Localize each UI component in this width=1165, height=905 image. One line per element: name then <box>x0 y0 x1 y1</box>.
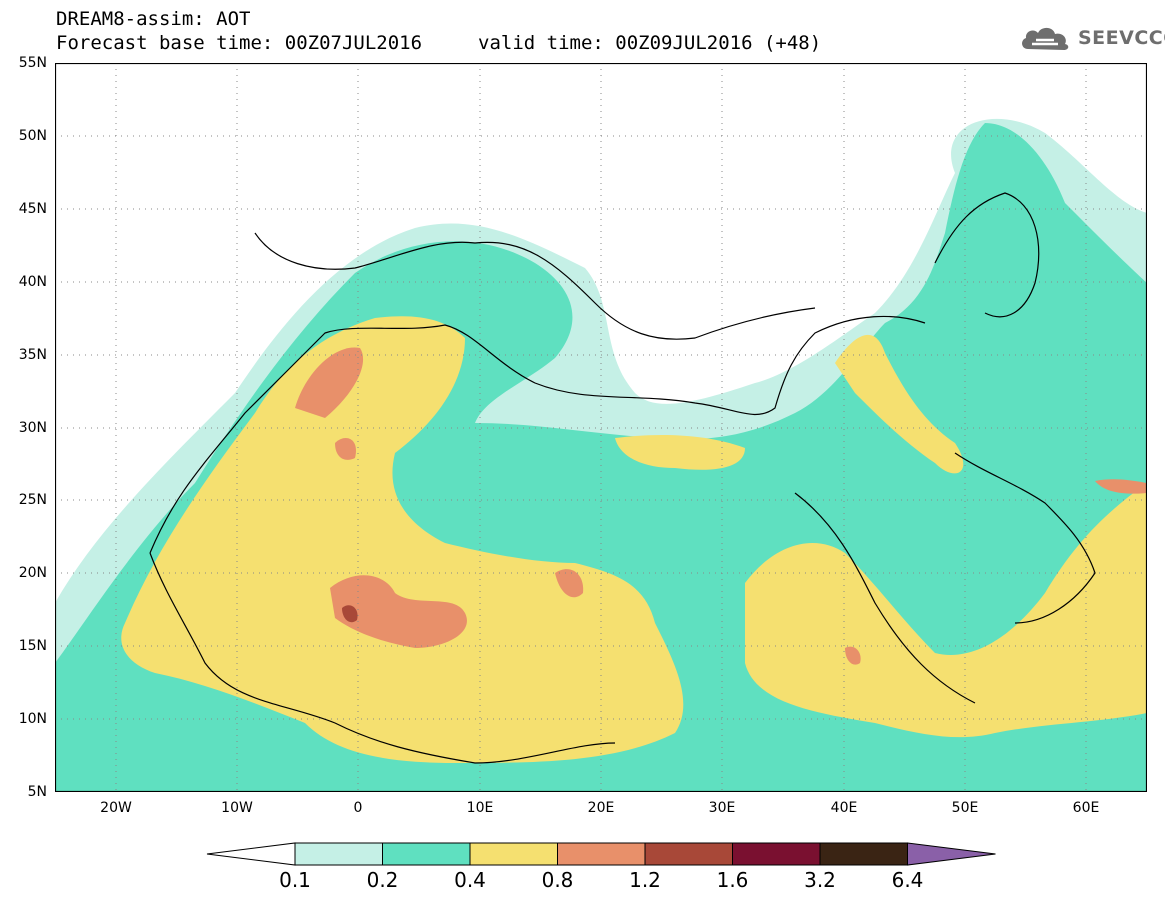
lon-label: 0 <box>353 800 363 816</box>
colorbar-segment <box>294 842 383 866</box>
lon-label: 10E <box>466 800 494 816</box>
colorbar-segment <box>557 842 646 866</box>
lon-label: 50E <box>951 800 979 816</box>
coastlines <box>149 192 1096 764</box>
lat-label: 55N <box>18 55 47 71</box>
colorbar-label: 3.2 <box>804 868 836 892</box>
lat-label: 10N <box>18 711 47 727</box>
colorbar-min-arrow <box>206 842 296 866</box>
lat-label: 45N <box>18 201 47 217</box>
colorbar-label: 0.8 <box>541 868 574 892</box>
lat-label: 20N <box>18 565 47 581</box>
map-grid <box>55 63 1147 792</box>
colorbar-segment <box>732 842 821 866</box>
colorbar-segment <box>819 842 908 866</box>
seevccc-logo: SEEVCCC <box>1018 22 1165 54</box>
lon-label: 40E <box>830 800 858 816</box>
lon-label: 20E <box>587 800 615 816</box>
lon-label: 30E <box>708 800 736 816</box>
cloud-icon <box>1022 27 1069 50</box>
aot-map <box>55 63 1147 792</box>
lon-label: 20W <box>100 800 132 816</box>
lat-label: 15N <box>18 638 47 654</box>
aot-field-0.4 <box>121 316 1147 763</box>
colorbar-segment <box>469 842 558 866</box>
map-title: DREAM8-assim: AOT <box>56 8 251 30</box>
colorbar-label: 0.4 <box>454 868 486 892</box>
colorbar-segment <box>382 842 471 866</box>
map-border <box>55 63 1147 792</box>
aot-field-0.8 <box>295 347 1147 665</box>
colorbar-label: 1.2 <box>629 868 661 892</box>
colorbar-max-arrow <box>907 842 996 866</box>
lat-label: 50N <box>18 128 47 144</box>
logo-text: SEEVCCC <box>1078 27 1165 49</box>
aot-field-1.2 <box>342 605 358 623</box>
valid-time: valid time: 00Z09JUL2016 (+48) <box>478 32 822 54</box>
colorbar-label: 1.6 <box>716 868 749 892</box>
colorbar <box>206 842 996 866</box>
colorbar-label: 6.4 <box>891 868 924 892</box>
colorbar-label: 0.2 <box>366 868 399 892</box>
lat-label: 35N <box>18 347 47 363</box>
lon-label: 10W <box>221 800 253 816</box>
lat-label: 25N <box>18 492 47 508</box>
lon-label: 60E <box>1072 800 1100 816</box>
lat-label: 30N <box>18 420 47 436</box>
forecast-base-time: Forecast base time: 00Z07JUL2016 <box>56 32 423 54</box>
lat-label: 5N <box>27 784 47 800</box>
colorbar-label: 0.1 <box>279 868 311 892</box>
lat-label: 40N <box>18 274 47 290</box>
colorbar-segment <box>644 842 733 866</box>
